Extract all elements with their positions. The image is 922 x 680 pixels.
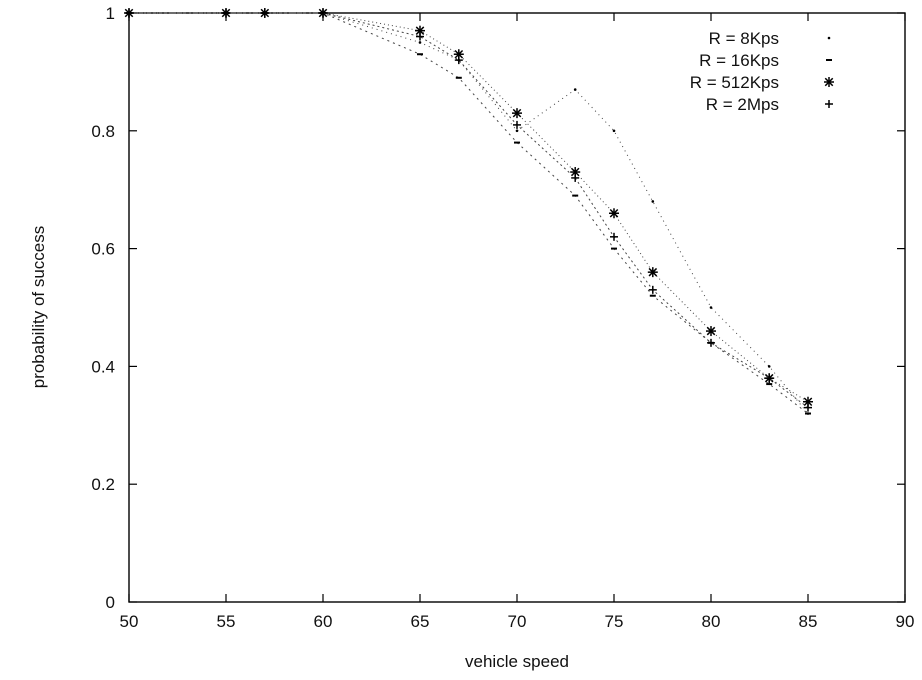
- data-point: [418, 41, 422, 44]
- data-point: [610, 232, 618, 241]
- marker-dot: [573, 88, 577, 91]
- marker-stroke: [706, 326, 716, 336]
- x-tick-label: 55: [217, 612, 236, 631]
- data-point: [651, 200, 655, 203]
- axis-ticks: 50 55 60 65 70 75 80 85 90 0 0.2 0.4 0.6 0.8 1: [91, 4, 914, 631]
- data-point: [125, 9, 133, 17]
- x-tick-label: 75: [605, 612, 624, 631]
- marker-stroke: [415, 26, 425, 35]
- series-3: [125, 9, 812, 412]
- x-tick-label: 65: [411, 612, 430, 631]
- legend-marker: [827, 36, 831, 40]
- data-point: [515, 129, 519, 133]
- data-point: [709, 306, 713, 309]
- marker-dot: [651, 200, 655, 203]
- data-point: [765, 374, 774, 383]
- x-axis-title: vehicle speed: [465, 652, 569, 671]
- data-point: [612, 129, 616, 133]
- y-tick-label: 0: [106, 593, 115, 612]
- marker-dot: [827, 36, 831, 40]
- marker-dot: [767, 365, 771, 368]
- x-tick-label: 50: [120, 612, 139, 631]
- y-tick-label: 0.4: [91, 357, 115, 376]
- data-point: [222, 9, 230, 17]
- marker-dot: [418, 41, 422, 44]
- plot-frame: [128, 12, 906, 603]
- data-point: [804, 403, 812, 412]
- marker-dot: [612, 129, 616, 133]
- legend-label: R = 16Kps: [699, 51, 779, 70]
- legend: R = 8Kps R = 16Kps R = 512Kps R = 2Mps: [690, 29, 834, 114]
- x-tick-label: 70: [508, 612, 527, 631]
- series-line: [129, 12, 809, 403]
- marker-stroke: [824, 77, 834, 87]
- marker-stroke: [570, 167, 580, 177]
- data-point: [260, 9, 269, 17]
- x-tick-label: 90: [896, 612, 915, 631]
- legend-label: R = 2Mps: [706, 95, 779, 114]
- data-point: [454, 56, 463, 65]
- legend-label: R = 512Kps: [690, 73, 779, 92]
- marker-stroke: [512, 108, 522, 118]
- data-point: [573, 88, 577, 91]
- data-point: [609, 208, 619, 219]
- data-point: [416, 32, 424, 41]
- y-tick-label: 0.2: [91, 475, 115, 494]
- data-point: [513, 120, 521, 129]
- marker-stroke: [803, 397, 813, 407]
- marker-dot: [515, 129, 519, 133]
- x-tick-label: 80: [702, 612, 721, 631]
- data-point: [647, 267, 658, 278]
- data-point: [706, 326, 716, 337]
- y-tick-label: 1: [106, 4, 115, 23]
- marker-stroke: [648, 267, 658, 277]
- data-point: [648, 285, 657, 294]
- legend-label: R = 8Kps: [709, 29, 779, 48]
- y-axis-title: probability of success: [29, 226, 48, 389]
- legend-marker: [824, 77, 834, 87]
- data-point: [319, 9, 327, 17]
- data-point: [512, 108, 522, 119]
- data-series: [124, 8, 813, 415]
- legend-marker: [825, 100, 833, 108]
- data-point: [767, 365, 771, 368]
- marker-dot: [709, 306, 713, 309]
- y-tick-label: 0.8: [91, 122, 115, 141]
- marker-stroke: [454, 49, 464, 59]
- x-tick-label: 60: [314, 612, 333, 631]
- marker-stroke: [609, 208, 619, 218]
- y-tick-label: 0.6: [91, 240, 115, 259]
- data-point: [707, 338, 715, 347]
- data-point: [571, 173, 580, 182]
- x-tick-label: 85: [799, 612, 818, 631]
